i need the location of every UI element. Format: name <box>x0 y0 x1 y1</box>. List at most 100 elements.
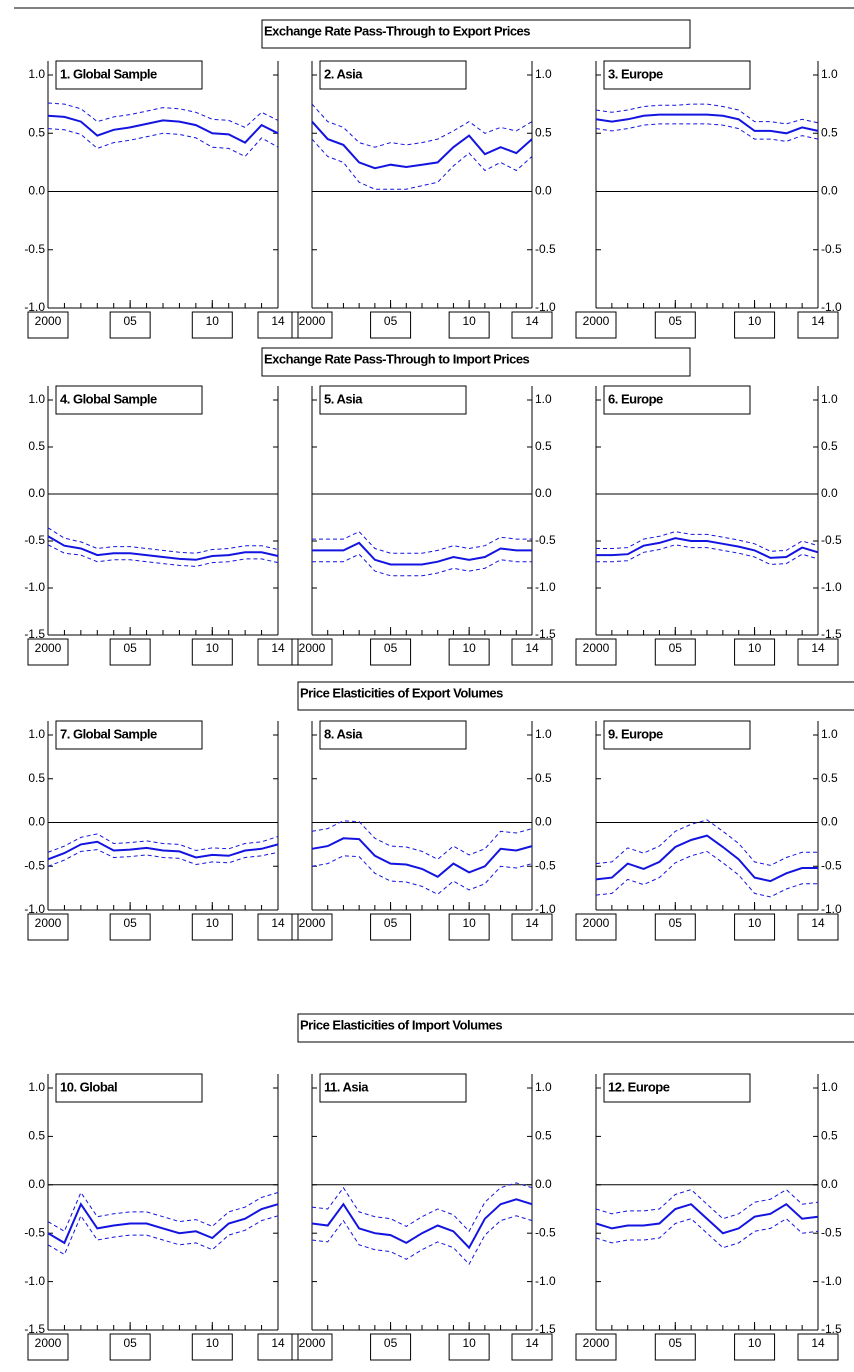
y-tick-label: 1.0 <box>535 1080 552 1094</box>
x-tick-label: 05 <box>384 314 398 328</box>
y-tick-label: 0.0 <box>28 184 45 198</box>
x-tick-label: 10 <box>462 916 476 930</box>
x-label-box <box>370 913 412 941</box>
x-tick-label: 10 <box>206 314 220 328</box>
y-tick-label: -1.0 <box>24 1274 45 1288</box>
panel-title: 2. Asia <box>324 66 363 81</box>
panel-title-box <box>55 1073 203 1103</box>
y-tick-label: 0.5 <box>821 439 838 453</box>
estimate-line <box>311 120 533 170</box>
y-tick-label: -1.5 <box>535 627 556 641</box>
y-tick-label: 0.5 <box>535 771 552 785</box>
x-label-box <box>797 1333 839 1361</box>
x-label-box <box>511 1333 553 1361</box>
y-tick-label: 1.0 <box>535 727 552 741</box>
x-tick-label: 14 <box>271 314 285 328</box>
x-tick-label: 10 <box>748 916 762 930</box>
x-tick-label: 10 <box>748 314 762 328</box>
estimate-line <box>596 537 819 559</box>
y-tick-label: 0.0 <box>535 1177 552 1191</box>
x-tick-label: 2000 <box>583 314 610 328</box>
panel-title-box <box>319 60 467 90</box>
x-tick-label: 05 <box>384 916 398 930</box>
x-label-box <box>191 311 233 339</box>
y-tick-label: 0.0 <box>535 184 552 198</box>
band-line <box>595 103 819 125</box>
x-label-box <box>109 913 151 941</box>
y-tick-label: 0.0 <box>28 815 45 829</box>
x-tick-label: 2000 <box>583 641 610 655</box>
x-tick-label: 14 <box>525 641 539 655</box>
x-tick-label: 2000 <box>299 641 326 655</box>
x-label-box <box>191 1333 233 1361</box>
x-label-box <box>291 1333 333 1361</box>
x-label-box <box>654 1333 696 1361</box>
y-tick-label: -1.0 <box>24 902 45 916</box>
y-tick-label: 1.0 <box>821 727 838 741</box>
y-tick-label: 1.0 <box>821 392 838 406</box>
x-tick-label: 05 <box>384 641 398 655</box>
y-tick-label: -1.0 <box>535 580 556 594</box>
x-tick-label: 14 <box>525 1336 539 1350</box>
estimate-line <box>595 834 818 883</box>
panel-title: 12. Europe <box>608 1079 670 1094</box>
panel-title: 7. Global Sample <box>60 726 157 741</box>
panel-title-box <box>319 1073 467 1103</box>
x-label-box <box>27 913 69 941</box>
x-tick-label: 05 <box>669 916 683 930</box>
y-tick-label: -0.5 <box>24 858 45 872</box>
x-label-box <box>191 638 233 666</box>
panel-title-box <box>603 720 751 750</box>
band-line <box>47 1191 279 1233</box>
x-label-box <box>797 311 839 339</box>
band-line <box>595 1188 819 1220</box>
x-label-box <box>575 913 617 941</box>
y-tick-label: -1.0 <box>535 300 556 314</box>
x-tick-label: 10 <box>206 641 220 655</box>
y-tick-label: 0.0 <box>28 486 45 500</box>
x-label-box <box>511 311 553 339</box>
panel-title: 6. Europe <box>608 391 663 406</box>
x-tick-label: 14 <box>271 641 285 655</box>
y-tick-label: 0.5 <box>535 439 552 453</box>
x-label-box <box>291 311 333 339</box>
band-line <box>311 1215 533 1266</box>
y-tick-label: -0.5 <box>24 1225 45 1239</box>
estimate-line <box>47 535 279 561</box>
x-label-box <box>654 913 696 941</box>
section-title: Price Elasticities of Export Volumes <box>300 685 503 700</box>
y-tick-label: 1.0 <box>535 67 552 81</box>
x-label-box <box>654 311 696 339</box>
band-line <box>311 1182 533 1233</box>
x-label-box <box>734 638 776 666</box>
x-tick-label: 14 <box>271 1336 285 1350</box>
y-tick-label: 0.0 <box>821 1177 838 1191</box>
section-box <box>297 681 854 711</box>
x-tick-label: 14 <box>811 314 825 328</box>
x-label-box <box>575 638 617 666</box>
x-label-box <box>448 638 490 666</box>
x-label-box <box>109 1333 151 1361</box>
y-tick-label: 0.5 <box>28 439 45 453</box>
panel-title: 11. Asia <box>324 1079 369 1094</box>
panel-title-box <box>319 385 467 415</box>
panel-title: 1. Global Sample <box>60 66 157 81</box>
band-line <box>595 850 818 898</box>
x-label-box <box>797 913 839 941</box>
x-label-box <box>370 311 412 339</box>
x-label-box <box>291 913 333 941</box>
y-tick-label: -0.5 <box>535 858 556 872</box>
x-tick-label: 05 <box>123 314 137 328</box>
y-tick-label: -0.5 <box>821 858 842 872</box>
band-line <box>595 1218 819 1249</box>
panel-title-box <box>603 60 751 90</box>
y-tick-label: 0.5 <box>28 1129 45 1143</box>
estimate-line <box>312 541 532 566</box>
x-label-box <box>257 913 299 941</box>
y-tick-label: -1.5 <box>535 1322 556 1336</box>
x-tick-label: 2000 <box>583 916 610 930</box>
x-label-box <box>27 1333 69 1361</box>
y-tick-label: -0.5 <box>535 533 556 547</box>
x-tick-label: 14 <box>525 916 539 930</box>
